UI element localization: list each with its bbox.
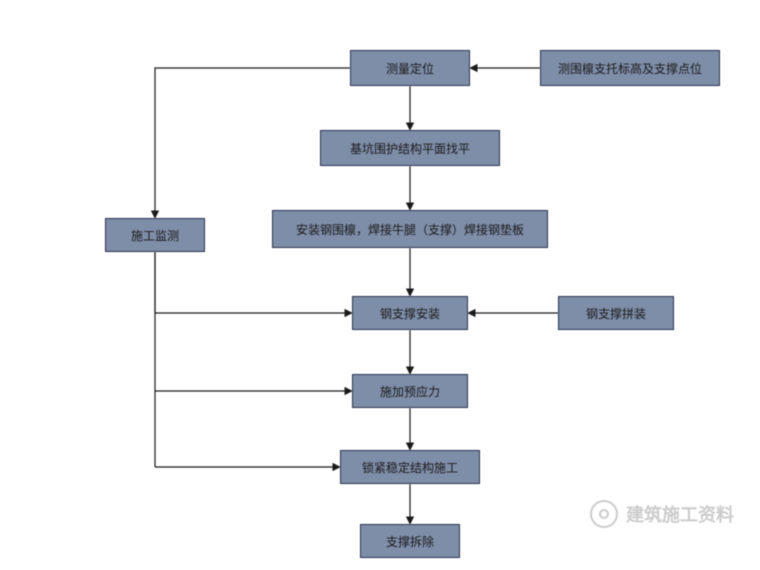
flow-node-label: 测围檩支托标高及支撑点位	[558, 60, 702, 77]
flow-node-label: 施工监测	[131, 227, 179, 244]
flow-node-n3: 基坑围护结构平面找平	[320, 130, 500, 166]
watermark: 建筑施工资料	[590, 500, 734, 528]
flow-node-label: 安装钢围檩，焊接牛腿（支撑）焊接钢垫板	[296, 221, 524, 238]
flow-node-label: 钢支撑安装	[380, 305, 440, 322]
flow-node-n4: 安装钢围檩，焊接牛腿（支撑）焊接钢垫板	[272, 210, 548, 248]
flow-node-n6: 钢支撑拼装	[558, 296, 674, 330]
flow-node-n8: 锁紧稳定结构施工	[340, 450, 480, 484]
flow-node-n1: 测量定位	[350, 50, 470, 86]
flow-node-label: 测量定位	[386, 60, 434, 77]
flow-node-label: 支撑拆除	[386, 533, 434, 550]
flow-node-label: 基坑围护结构平面找平	[350, 140, 470, 157]
flow-node-label: 钢支撑拼装	[586, 305, 646, 322]
flow-node-label: 施加预应力	[380, 383, 440, 400]
watermark-icon	[590, 500, 618, 528]
flow-node-n7: 施加预应力	[352, 374, 468, 408]
flow-edge-9	[155, 252, 352, 313]
flow-node-n10: 施工监测	[105, 218, 205, 252]
flow-node-n2: 测围檩支托标高及支撑点位	[540, 50, 720, 86]
flow-node-n9: 支撑拆除	[360, 524, 460, 558]
flow-node-n5: 钢支撑安装	[352, 296, 468, 330]
watermark-text: 建筑施工资料	[626, 501, 734, 527]
flow-node-label: 锁紧稳定结构施工	[362, 459, 458, 476]
